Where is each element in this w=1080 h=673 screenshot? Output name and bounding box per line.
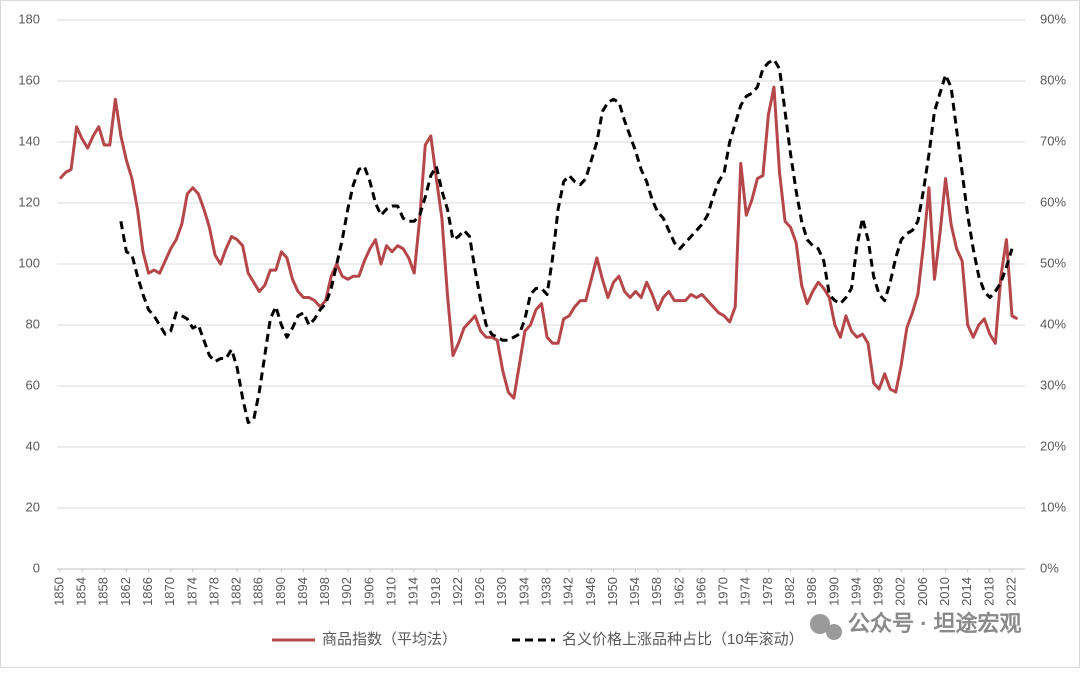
x-tick-label: 1874 <box>184 577 199 606</box>
series-line <box>58 85 1019 400</box>
y2-tick-label: 70% <box>1040 133 1066 148</box>
x-tick-label: 2014 <box>959 577 974 606</box>
y2-tick-label: 60% <box>1040 194 1066 209</box>
x-tick-label: 1894 <box>295 577 310 606</box>
x-tick-label: 1854 <box>74 577 89 606</box>
x-tick-label: 2022 <box>1003 577 1018 606</box>
y-tick-label: 40 <box>26 438 40 453</box>
x-tick-label: 1866 <box>140 577 155 606</box>
x-tick-label: 1870 <box>162 577 177 606</box>
y-tick-label: 60 <box>26 377 40 392</box>
y-tick-label: 0 <box>33 560 40 575</box>
y-tick-label: 20 <box>26 499 40 514</box>
y2-tick-label: 0% <box>1040 560 1059 575</box>
x-tick-label: 1906 <box>361 577 376 606</box>
y-tick-label: 160 <box>18 72 40 87</box>
x-tick-label: 1850 <box>51 577 66 606</box>
y-tick-label: 100 <box>18 255 40 270</box>
y-tick-label: 180 <box>18 11 40 26</box>
y2-tick-label: 90% <box>1040 11 1066 26</box>
x-tick-label: 1994 <box>848 577 863 606</box>
x-tick-label: 2006 <box>915 577 930 606</box>
y2-tick-label: 80% <box>1040 72 1066 87</box>
x-tick-label: 1862 <box>118 577 133 606</box>
x-tick-label: 1882 <box>229 577 244 606</box>
x-tick-label: 2018 <box>981 577 996 606</box>
x-tick-label: 1966 <box>693 577 708 606</box>
x-tick-label: 1926 <box>472 577 487 606</box>
y2-tick-label: 40% <box>1040 316 1066 331</box>
x-tick-label: 1982 <box>782 577 797 606</box>
x-tick-label: 1890 <box>273 577 288 606</box>
x-tick-label: 1970 <box>716 577 731 606</box>
watermark: 公众号 · 坦途宏观 <box>848 611 1022 636</box>
x-tick-label: 1962 <box>671 577 686 606</box>
x-tick-label: 1918 <box>428 577 443 606</box>
x-tick-label: 1990 <box>826 577 841 606</box>
y2-tick-label: 10% <box>1040 499 1066 514</box>
x-tick-label: 1898 <box>317 577 332 606</box>
y2-tick-label: 30% <box>1040 377 1066 392</box>
x-tick-label: 1914 <box>406 577 421 606</box>
x-tick-label: 1930 <box>494 577 509 606</box>
x-tick-label: 1942 <box>561 577 576 606</box>
x-tick-label: 1938 <box>538 577 553 606</box>
legend-label: 商品指数（平均法） <box>322 631 457 648</box>
x-tick-label: 1946 <box>583 577 598 606</box>
legend-label: 名义价格上涨品种占比（10年滚动） <box>562 631 804 648</box>
x-tick-label: 2010 <box>937 577 952 606</box>
x-tick-label: 1858 <box>96 577 111 606</box>
x-tick-label: 1950 <box>605 577 620 606</box>
y-tick-label: 80 <box>26 316 40 331</box>
y-tick-label: 120 <box>18 194 40 209</box>
x-tick-label: 1958 <box>649 577 664 606</box>
y2-tick-label: 50% <box>1040 255 1066 270</box>
x-tick-label: 1886 <box>251 577 266 606</box>
x-tick-label: 1878 <box>206 577 221 606</box>
x-tick-label: 1902 <box>339 577 354 606</box>
x-tick-label: 1922 <box>450 577 465 606</box>
x-tick-label: 1986 <box>804 577 819 606</box>
x-tick-label: 1998 <box>871 577 886 606</box>
series-line <box>119 58 1014 425</box>
x-tick-label: 1978 <box>760 577 775 606</box>
y2-tick-label: 20% <box>1040 438 1066 453</box>
y-tick-label: 140 <box>18 133 40 148</box>
x-tick-label: 2002 <box>893 577 908 606</box>
x-tick-label: 1934 <box>516 577 531 606</box>
x-tick-label: 1910 <box>384 577 399 606</box>
x-tick-label: 1954 <box>627 577 642 606</box>
x-tick-label: 1974 <box>738 577 753 606</box>
watermark-icon <box>810 614 842 640</box>
